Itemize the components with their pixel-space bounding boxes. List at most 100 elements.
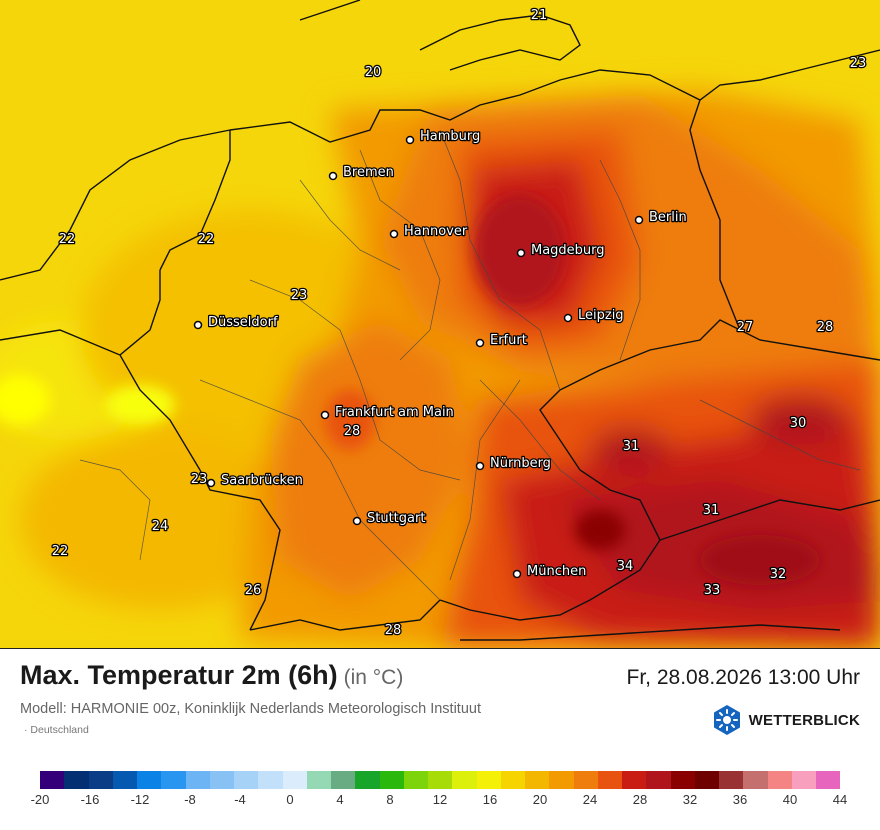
value-label: 30 xyxy=(790,416,807,431)
svg-text:Hannover: Hannover xyxy=(404,224,468,239)
border-poland xyxy=(689,99,880,361)
city-nuernberg[interactable]: Nürnberg xyxy=(475,455,552,472)
legend-tick-label: 8 xyxy=(386,792,394,807)
legend-swatch xyxy=(573,771,598,789)
border-belgium-lux xyxy=(0,270,201,471)
denmark-coast xyxy=(299,0,581,71)
legend-swatch xyxy=(525,771,550,789)
city-erfurt[interactable]: Erfurt xyxy=(475,332,528,349)
legend-swatch xyxy=(137,771,162,789)
value-label: 22 xyxy=(59,232,76,247)
value-label: 21 xyxy=(531,8,548,23)
legend-swatch xyxy=(549,771,574,789)
legend-swatch xyxy=(767,771,792,789)
west-coastline xyxy=(0,129,231,281)
svg-text:Bremen: Bremen xyxy=(343,165,394,180)
legend-swatch xyxy=(64,771,89,789)
legend-tick-label: 12 xyxy=(432,792,448,807)
svg-text:Berlin: Berlin xyxy=(649,210,687,225)
svg-text:Saarbrücken: Saarbrücken xyxy=(221,473,303,488)
legend-swatch xyxy=(816,771,841,789)
svg-text:Nürnberg: Nürnberg xyxy=(490,456,551,471)
legend-swatch xyxy=(743,771,768,789)
value-label: 23 xyxy=(291,288,308,303)
city-saarbruecken[interactable]: Saarbrücken xyxy=(206,472,304,489)
legend-swatch xyxy=(403,771,428,789)
value-label: 22 xyxy=(52,544,69,559)
legend-swatch xyxy=(306,771,331,789)
legend-swatch xyxy=(646,771,671,789)
legend-swatch xyxy=(185,771,210,789)
city-markers: Hamburg Bremen Hannover Berlin Magdeburg… xyxy=(193,128,688,580)
city-duesseldorf[interactable]: Düsseldorf xyxy=(193,314,279,331)
value-label: 32 xyxy=(770,567,787,582)
legend-swatch xyxy=(719,771,744,789)
value-label: 24 xyxy=(152,519,169,534)
forecast-datetime: Fr, 28.08.2026 13:00 Uhr xyxy=(626,666,861,689)
legend-tick-label: 24 xyxy=(582,792,598,807)
legend-tick-label: -20 xyxy=(30,792,50,807)
model-info: Modell: HARMONIE 00z, Koninklijk Nederla… xyxy=(20,701,481,717)
brand-name: WETTERBLICK xyxy=(748,711,860,729)
legend-tick-label: 20 xyxy=(532,792,548,807)
value-label: 28 xyxy=(817,320,834,335)
city-frankfurt[interactable]: Frankfurt am Main xyxy=(320,404,455,421)
value-label: 23 xyxy=(850,56,867,71)
legend-tick-label: -4 xyxy=(234,792,246,807)
legend-swatch xyxy=(161,771,186,789)
legend-swatch xyxy=(694,771,719,789)
brand-logo[interactable]: WETTERBLICK xyxy=(711,703,860,737)
legend-swatch xyxy=(597,771,622,789)
legend-tick-label: -16 xyxy=(80,792,100,807)
city-hannover[interactable]: Hannover xyxy=(389,223,469,240)
value-label: 22 xyxy=(198,232,215,247)
legend-swatch xyxy=(209,771,234,789)
svg-text:Hamburg: Hamburg xyxy=(420,129,480,144)
legend-swatch xyxy=(234,771,259,789)
legend-tick-label: 36 xyxy=(732,792,748,807)
city-muenchen[interactable]: München xyxy=(512,563,588,580)
legend-tick-label: -8 xyxy=(184,792,196,807)
legend-swatch xyxy=(500,771,525,789)
city-leipzig[interactable]: Leipzig xyxy=(563,307,625,324)
legend-swatch xyxy=(282,771,307,789)
legend-swatch xyxy=(379,771,404,789)
map-title: Max. Temperatur 2m (6h) (in °C) xyxy=(20,660,403,691)
region-label: · Deutschland xyxy=(24,724,89,736)
title-text: Max. Temperatur 2m (6h) xyxy=(20,660,338,690)
legend-swatch xyxy=(112,771,137,789)
value-labels: 21 20 23 22 22 23 27 28 28 30 31 31 23 2… xyxy=(50,7,867,640)
value-label: 33 xyxy=(704,583,721,598)
borders xyxy=(0,0,880,641)
city-berlin[interactable]: Berlin xyxy=(634,209,688,226)
svg-text:Stuttgart: Stuttgart xyxy=(367,511,425,526)
legend-swatch xyxy=(670,771,695,789)
value-label: 31 xyxy=(703,503,720,518)
city-hamburg[interactable]: Hamburg xyxy=(405,128,482,145)
legend-tick-label: 4 xyxy=(336,792,344,807)
legend-swatch xyxy=(791,771,816,789)
legend-swatch xyxy=(428,771,453,789)
legend-swatch xyxy=(88,771,113,789)
legend-tick-label: -12 xyxy=(130,792,150,807)
svg-text:Düsseldorf: Düsseldorf xyxy=(208,315,278,330)
city-magdeburg[interactable]: Magdeburg xyxy=(516,242,606,259)
legend-swatch xyxy=(622,771,647,789)
svg-text:München: München xyxy=(527,564,586,579)
region-name: Deutschland xyxy=(30,724,89,736)
value-label: 28 xyxy=(344,424,361,439)
state-borders xyxy=(79,129,861,601)
border-alps-south xyxy=(460,624,841,641)
title-unit: (in °C) xyxy=(343,666,404,689)
svg-text:Erfurt: Erfurt xyxy=(490,333,527,348)
svg-text:Leipzig: Leipzig xyxy=(578,308,624,323)
legend-tick-label: 16 xyxy=(482,792,498,807)
value-label: 31 xyxy=(623,439,640,454)
value-label: 20 xyxy=(365,65,382,80)
legend-tick-label: 44 xyxy=(832,792,848,807)
north-coastline xyxy=(229,49,880,143)
value-label: 28 xyxy=(385,623,402,638)
city-bremen[interactable]: Bremen xyxy=(328,164,395,181)
svg-text:Magdeburg: Magdeburg xyxy=(531,243,605,258)
city-stuttgart[interactable]: Stuttgart xyxy=(352,510,427,527)
